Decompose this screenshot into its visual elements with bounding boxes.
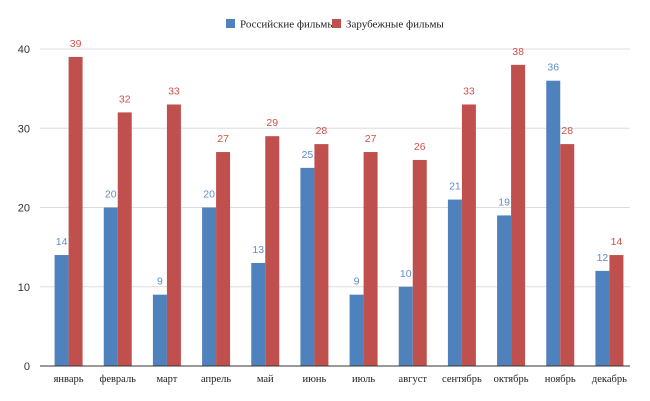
legend-label-foreign: Зарубежные фильмы — [346, 19, 444, 31]
data-label-russian: 36 — [547, 62, 559, 74]
data-label-russian: 19 — [498, 196, 510, 208]
y-tick-label: 10 — [18, 282, 30, 294]
bar-foreign — [68, 56, 83, 367]
data-label-russian: 13 — [252, 244, 264, 256]
legend-label-russian: Российские фильмы — [240, 19, 335, 31]
bar-foreign — [216, 152, 231, 366]
x-category-label: февраль — [100, 374, 137, 385]
bar-russian — [152, 294, 167, 366]
bar-foreign — [412, 159, 427, 366]
x-category-label: март — [156, 374, 177, 385]
data-label-russian: 14 — [56, 236, 68, 248]
y-tick-label: 0 — [24, 361, 30, 373]
bar-russian — [202, 207, 217, 366]
bar-foreign — [363, 152, 378, 366]
x-category-label: сентябрь — [442, 374, 482, 385]
data-label-foreign: 28 — [316, 125, 328, 137]
bar-foreign — [511, 64, 526, 366]
bar-foreign — [560, 144, 575, 366]
x-axis-category-labels: январь февраль март апрель май июнь июль август… — [54, 374, 628, 385]
x-category-label: апрель — [201, 374, 231, 385]
bar-foreign — [166, 104, 181, 366]
bar-foreign — [117, 112, 132, 367]
x-category-label: май — [257, 374, 274, 385]
bar-russian — [54, 255, 69, 366]
data-label-russian: 10 — [400, 268, 412, 280]
bar-foreign — [461, 104, 476, 366]
x-category-label: январь — [54, 374, 84, 385]
y-tick-label: 40 — [18, 44, 30, 56]
bar-russian — [300, 167, 315, 366]
bar-russian — [398, 286, 413, 366]
data-label-foreign: 33 — [463, 85, 475, 97]
data-label-russian: 25 — [302, 149, 314, 161]
data-label-russian: 9 — [354, 276, 360, 288]
data-label-russian: 20 — [105, 189, 117, 201]
bar-russian — [546, 80, 561, 366]
data-label-russian: 9 — [157, 276, 163, 288]
y-tick-label: 20 — [18, 203, 30, 215]
data-label-foreign: 28 — [561, 125, 573, 137]
data-labels: 1439203293320271329252892710262133193836… — [56, 38, 623, 288]
x-category-label: октябрь — [494, 374, 529, 385]
x-category-label: ноябрь — [545, 374, 576, 385]
legend: Российские фильмы Зарубежные фильмы — [226, 19, 444, 31]
data-label-foreign: 32 — [119, 93, 131, 105]
data-label-russian: 12 — [597, 252, 609, 264]
data-label-foreign: 14 — [611, 236, 623, 248]
x-category-label: декабрь — [592, 374, 627, 385]
y-axis-tick-labels: 0 10 20 30 40 — [18, 44, 30, 373]
gridlines — [40, 48, 630, 288]
x-category-label: июнь — [302, 374, 326, 385]
bar-russian — [103, 207, 118, 366]
bar-russian — [251, 262, 266, 366]
bar-russian — [349, 294, 364, 366]
bars — [54, 56, 624, 367]
bar-russian — [595, 270, 610, 366]
data-label-foreign: 27 — [217, 133, 229, 145]
x-category-label: июль — [352, 374, 375, 385]
x-category-label: август — [399, 374, 428, 385]
bar-russian — [447, 199, 462, 366]
data-label-foreign: 27 — [365, 133, 377, 145]
data-label-foreign: 29 — [266, 117, 278, 129]
bar-foreign — [314, 144, 329, 366]
legend-swatch-foreign — [332, 19, 341, 28]
data-label-foreign: 33 — [168, 85, 180, 97]
data-label-foreign: 38 — [512, 46, 524, 58]
y-tick-label: 30 — [18, 123, 30, 135]
data-label-russian: 21 — [449, 181, 461, 193]
bar-russian — [497, 215, 512, 366]
data-label-foreign: 39 — [70, 38, 82, 50]
legend-swatch-russian — [226, 19, 235, 28]
bar-foreign — [265, 136, 280, 366]
data-label-foreign: 26 — [414, 141, 426, 153]
data-label-russian: 20 — [203, 189, 215, 201]
bar-foreign — [609, 255, 624, 366]
